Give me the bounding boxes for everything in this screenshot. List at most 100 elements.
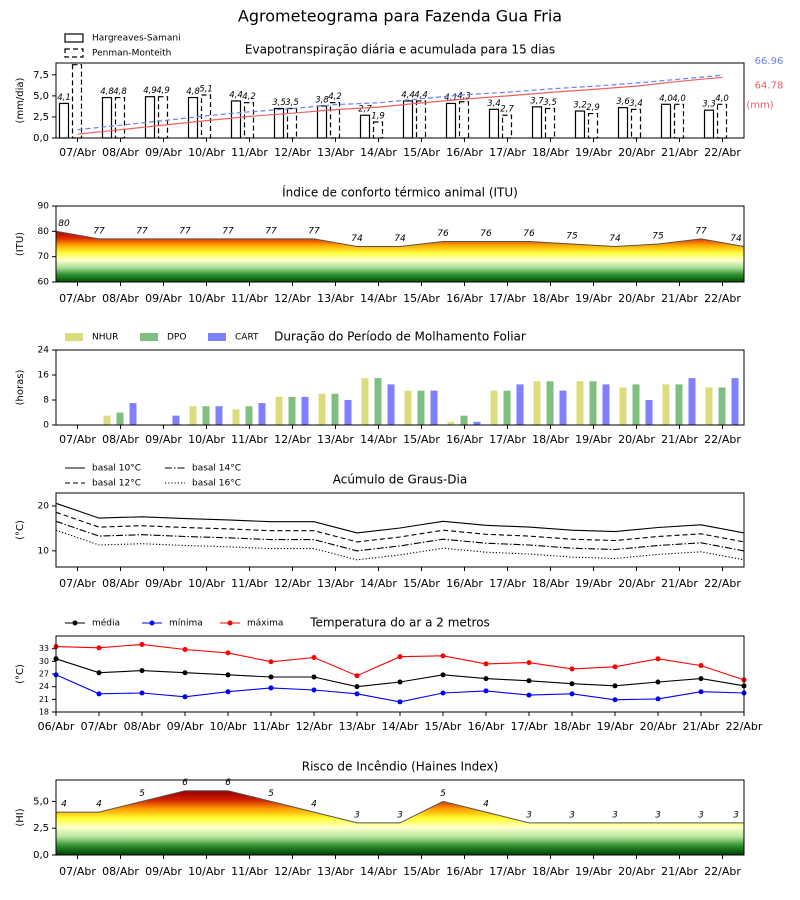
x-tick-label: 08/Abr (102, 146, 139, 159)
value-label: 4,8 (186, 87, 200, 97)
chart-title: Temperatura do ar a 2 metros (309, 616, 490, 630)
x-tick-label: 17/Abr (489, 292, 526, 305)
bar (215, 406, 223, 425)
x-tick-label: 08/Abr (102, 577, 139, 590)
point (483, 688, 489, 694)
point (397, 699, 403, 705)
y-tick-label: 30 (39, 657, 49, 666)
x-tick-label: 08/Abr (124, 720, 161, 733)
bar (374, 378, 382, 425)
value-label: 76 (480, 229, 492, 239)
legend-label: basal 10°C (92, 464, 141, 474)
value-label: 4,3 (457, 91, 471, 101)
area (56, 790, 744, 855)
y-tick-label: 33 (39, 644, 49, 653)
point (698, 676, 704, 682)
x-tick-label: 16/Abr (446, 433, 483, 446)
x-tick-label: 19/Abr (575, 433, 612, 446)
plot-frame (55, 635, 745, 713)
area-outline (55, 230, 745, 248)
value-label: 2,9 (586, 103, 600, 113)
value-label: 3 (397, 810, 403, 820)
chart-title: Duração do Período de Molhamento Foliar (274, 330, 526, 344)
x-tick-label: 16/Abr (468, 720, 505, 733)
bar (718, 387, 726, 425)
x-tick-label: 17/Abr (489, 146, 526, 159)
x-tick-label: 13/Abr (317, 433, 354, 446)
value-label: 80 (58, 219, 70, 229)
value-label: 4 (311, 800, 317, 810)
x-tick-label: 19/Abr (575, 577, 612, 590)
value-label: 5,1 (199, 85, 213, 95)
x-tick-label: 15/Abr (403, 146, 440, 159)
bar (172, 415, 180, 425)
x-tick-label: 21/Abr (661, 433, 698, 446)
point (139, 690, 145, 696)
value-label: 5 (440, 789, 446, 799)
x-tick-label: 11/Abr (231, 292, 268, 305)
value-label: 1,9 (371, 111, 385, 121)
bar (415, 100, 427, 139)
y2-axis-label: (mm) (746, 100, 773, 111)
bar (587, 112, 599, 139)
legend-label: basal 12°C (92, 479, 141, 489)
legend-label: média (92, 618, 120, 629)
value-label: 4,2 (242, 92, 256, 102)
point (311, 674, 317, 680)
x-tick-label: 14/Abr (382, 720, 419, 733)
point (526, 692, 532, 698)
bar (716, 103, 728, 139)
bar (673, 103, 685, 139)
y-tick-label: 21 (39, 695, 49, 704)
x-tick-label: 09/Abr (145, 292, 182, 305)
x-tick-label: 17/Abr (489, 577, 526, 590)
value-label: 4,8 (113, 87, 127, 97)
value-label: 3 (526, 810, 532, 820)
value-label: 3,3 (702, 100, 716, 110)
bar (703, 109, 715, 139)
x-tick-label: 16/Abr (446, 577, 483, 590)
bar (402, 100, 414, 139)
x-tick-label: 14/Abr (360, 146, 397, 159)
x-tick-label: 14/Abr (360, 292, 397, 305)
point (268, 685, 274, 691)
bar (404, 390, 412, 425)
bar (516, 384, 524, 425)
value-label: 3 (698, 810, 704, 820)
bar (58, 102, 70, 139)
bar (688, 378, 696, 425)
legend-label: basal 16°C (192, 479, 241, 489)
value-label: 2,7 (500, 105, 514, 115)
value-label: 77 (136, 226, 148, 236)
plot-frame (55, 349, 745, 426)
value-label: 76 (523, 229, 535, 239)
bar (458, 101, 470, 139)
bar (359, 114, 371, 139)
value-label: 3 (354, 810, 360, 820)
x-tick-label: 15/Abr (425, 720, 462, 733)
x-tick-label: 14/Abr (360, 577, 397, 590)
value-label: 2,7 (358, 105, 372, 115)
page-title: Agrometeograma para Fazenda Gua Fria (238, 7, 562, 26)
chart-title: Acúmulo de Graus-Dia (333, 473, 468, 487)
value-label: 3,4 (629, 99, 643, 109)
bar (129, 403, 137, 425)
x-tick-label: 09/Abr (145, 433, 182, 446)
legend-marker (72, 620, 78, 626)
value-label: 77 (222, 226, 234, 236)
point (440, 690, 446, 696)
area-outline (56, 790, 744, 824)
x-tick-label: 11/Abr (231, 146, 268, 159)
chart-title: Índice de conforto térmico animal (ITU) (282, 185, 518, 200)
value-label: 4 (61, 800, 67, 810)
bar (372, 121, 384, 139)
bar (589, 381, 597, 425)
x-tick-label: 10/Abr (210, 720, 247, 733)
bar (531, 106, 543, 139)
x-tick-label: 12/Abr (274, 865, 311, 878)
bar (258, 403, 266, 425)
value-label: 4,2 (328, 92, 342, 102)
x-tick-label: 10/Abr (188, 146, 225, 159)
bar (230, 100, 242, 139)
